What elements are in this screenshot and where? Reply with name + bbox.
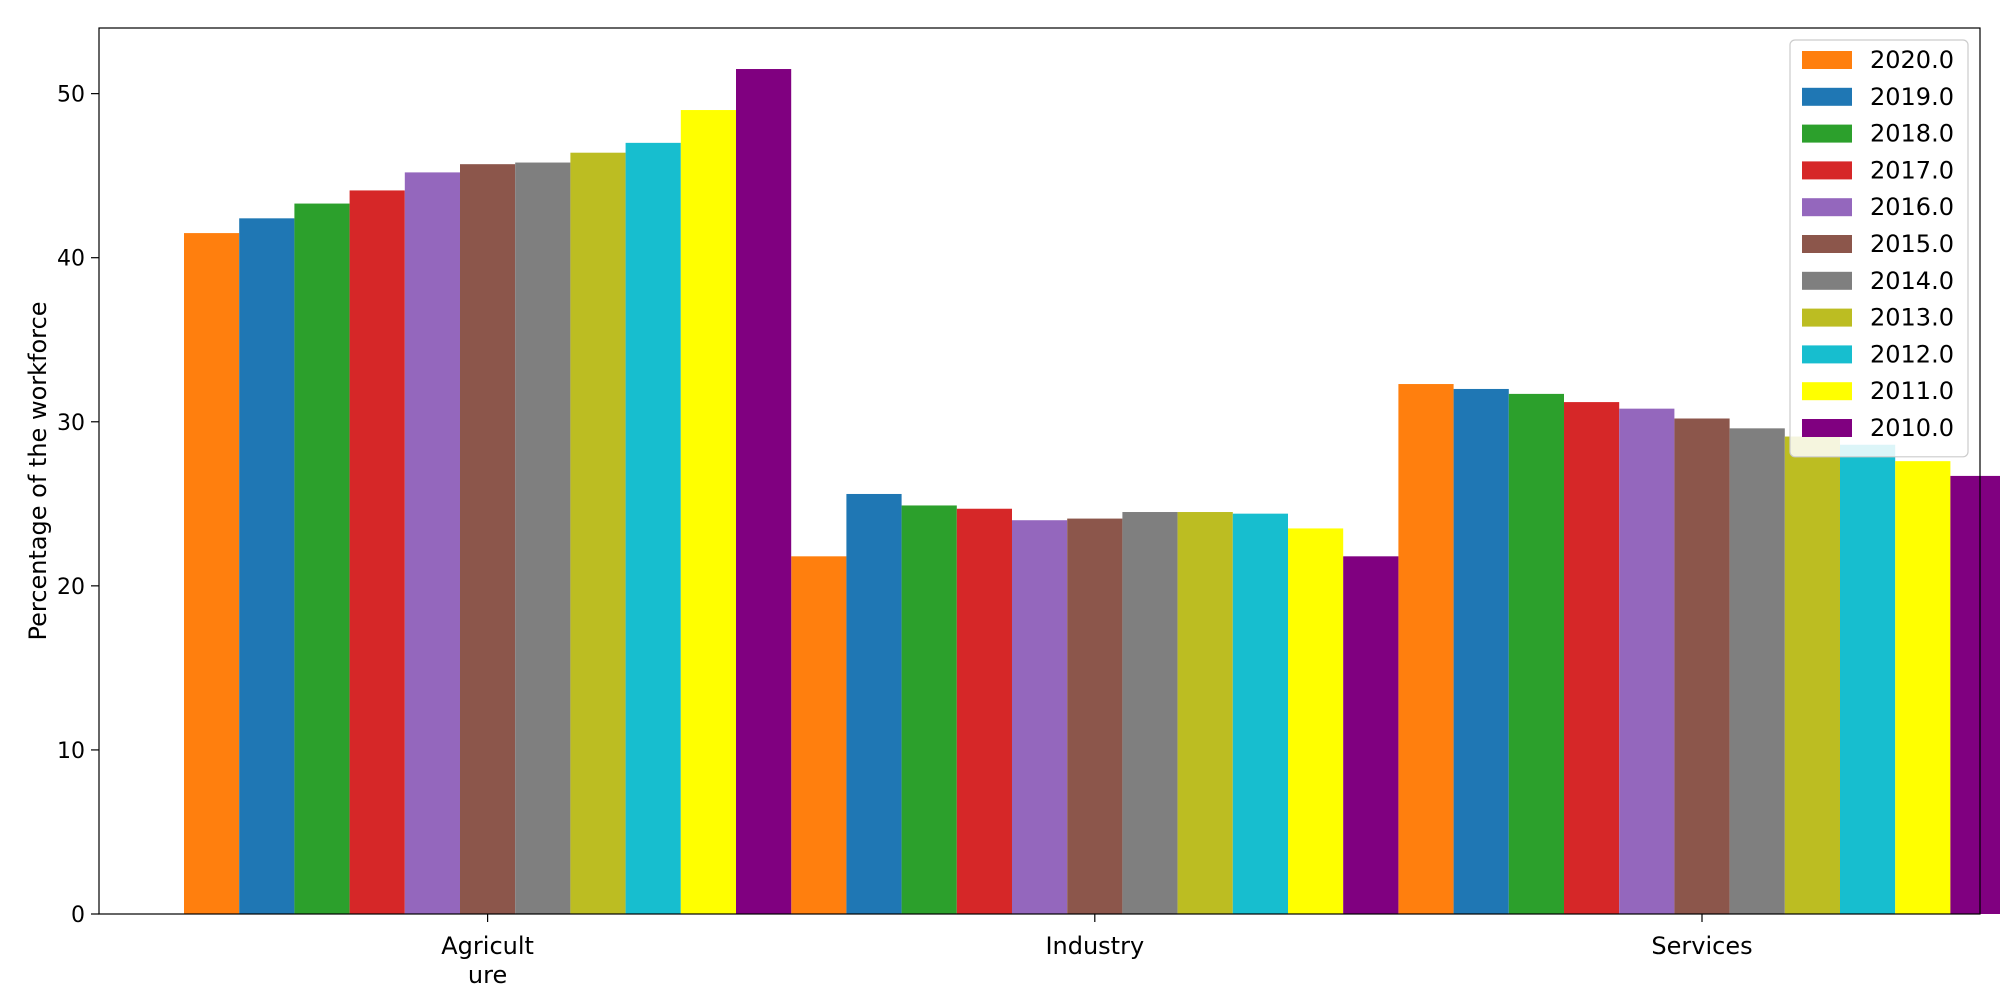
legend-label-2017.0: 2017.0 <box>1870 156 1954 184</box>
legend-swatch-2020.0 <box>1802 51 1852 69</box>
bar-2017.0-cat-2 <box>1564 402 1620 914</box>
bar-2018.0-cat-1 <box>901 505 957 914</box>
y-tick-label: 20 <box>57 575 85 600</box>
legend-swatch-2011.0 <box>1802 382 1852 401</box>
bar-2018.0-cat-2 <box>1508 393 1564 914</box>
legend-swatch-2014.0 <box>1802 271 1852 290</box>
bar-2010.0-cat-1 <box>1343 556 1399 914</box>
bars-layer <box>184 69 2000 915</box>
legend-swatch-2012.0 <box>1802 345 1852 364</box>
legend-label-2020.0: 2020.0 <box>1870 46 1954 74</box>
bar-2016.0-cat-1 <box>1012 520 1068 914</box>
bar-2020.0-cat-0 <box>184 233 240 915</box>
bar-2015.0-cat-2 <box>1674 418 1730 914</box>
legend-swatch-2017.0 <box>1802 161 1852 180</box>
bar-2019.0-cat-2 <box>1453 388 1509 915</box>
bar-2013.0-cat-0 <box>570 152 626 914</box>
plot-frame <box>98 27 1981 915</box>
legend-label-2012.0: 2012.0 <box>1870 340 1954 368</box>
bar-2017.0-cat-0 <box>349 190 405 914</box>
y-tick-label: 40 <box>57 247 85 272</box>
legend-swatch-2016.0 <box>1802 198 1852 217</box>
bar-2012.0-cat-2 <box>1840 444 1896 914</box>
bar-2015.0-cat-0 <box>460 164 516 914</box>
legend-label-2010.0: 2010.0 <box>1870 414 1954 442</box>
bar-2018.0-cat-0 <box>294 203 350 914</box>
x-tick-label: Services <box>1651 932 1752 960</box>
bar-2016.0-cat-0 <box>404 172 460 914</box>
y-tick-label: 50 <box>57 83 85 108</box>
legend: 2020.0 2019.0 2018.0 2017.0 2016.0 2015.0 2014… <box>1789 39 1969 458</box>
bar-2010.0-cat-2 <box>1950 475 2000 914</box>
bar-2020.0-cat-2 <box>1398 384 1454 914</box>
legend-label-2013.0: 2013.0 <box>1870 304 1954 332</box>
legend-label-2011.0: 2011.0 <box>1870 377 1954 405</box>
bar-2017.0-cat-1 <box>956 508 1012 914</box>
legend-swatch-2018.0 <box>1802 124 1852 143</box>
bar-2019.0-cat-0 <box>239 218 295 914</box>
legend-label-2019.0: 2019.0 <box>1870 83 1954 111</box>
bar-2011.0-cat-2 <box>1895 461 1951 914</box>
legend-swatch-2010.0 <box>1802 419 1852 437</box>
bar-2012.0-cat-1 <box>1232 513 1288 914</box>
bar-2011.0-cat-1 <box>1288 528 1344 914</box>
y-tick-label: 0 <box>71 903 85 928</box>
y-tick-label: 10 <box>57 739 85 764</box>
y-tick-label: 30 <box>57 411 85 436</box>
legend-label-2014.0: 2014.0 <box>1870 267 1954 295</box>
y-axis-title: Percentage of the workforce <box>24 302 52 641</box>
bar-2019.0-cat-1 <box>846 493 902 914</box>
bar-2014.0-cat-0 <box>515 162 571 915</box>
legend-swatch-2015.0 <box>1802 235 1852 253</box>
legend-label-2015.0: 2015.0 <box>1870 230 1954 258</box>
bar-2015.0-cat-1 <box>1067 518 1123 914</box>
bar-2020.0-cat-1 <box>791 556 847 914</box>
x-tick-label: Agricult ure <box>441 932 534 989</box>
x-axis: Agricult ure Industry Services <box>441 914 1753 989</box>
bar-2013.0-cat-1 <box>1177 512 1233 914</box>
legend-swatch-2019.0 <box>1802 87 1852 106</box>
x-tick-label: Industry <box>1045 932 1144 960</box>
bar-2013.0-cat-2 <box>1784 436 1840 914</box>
bar-2010.0-cat-0 <box>736 69 792 914</box>
legend-swatch-2013.0 <box>1802 308 1852 327</box>
bar-2012.0-cat-0 <box>625 142 681 915</box>
bar-2014.0-cat-1 <box>1122 512 1178 914</box>
legend-label-2016.0: 2016.0 <box>1870 193 1954 221</box>
bar-2011.0-cat-0 <box>680 110 736 915</box>
bar-2014.0-cat-2 <box>1729 428 1785 914</box>
bar-2016.0-cat-2 <box>1619 408 1675 914</box>
y-axis: 0 10 20 30 40 50 <box>57 83 99 928</box>
legend-label-2018.0: 2018.0 <box>1870 120 1954 148</box>
